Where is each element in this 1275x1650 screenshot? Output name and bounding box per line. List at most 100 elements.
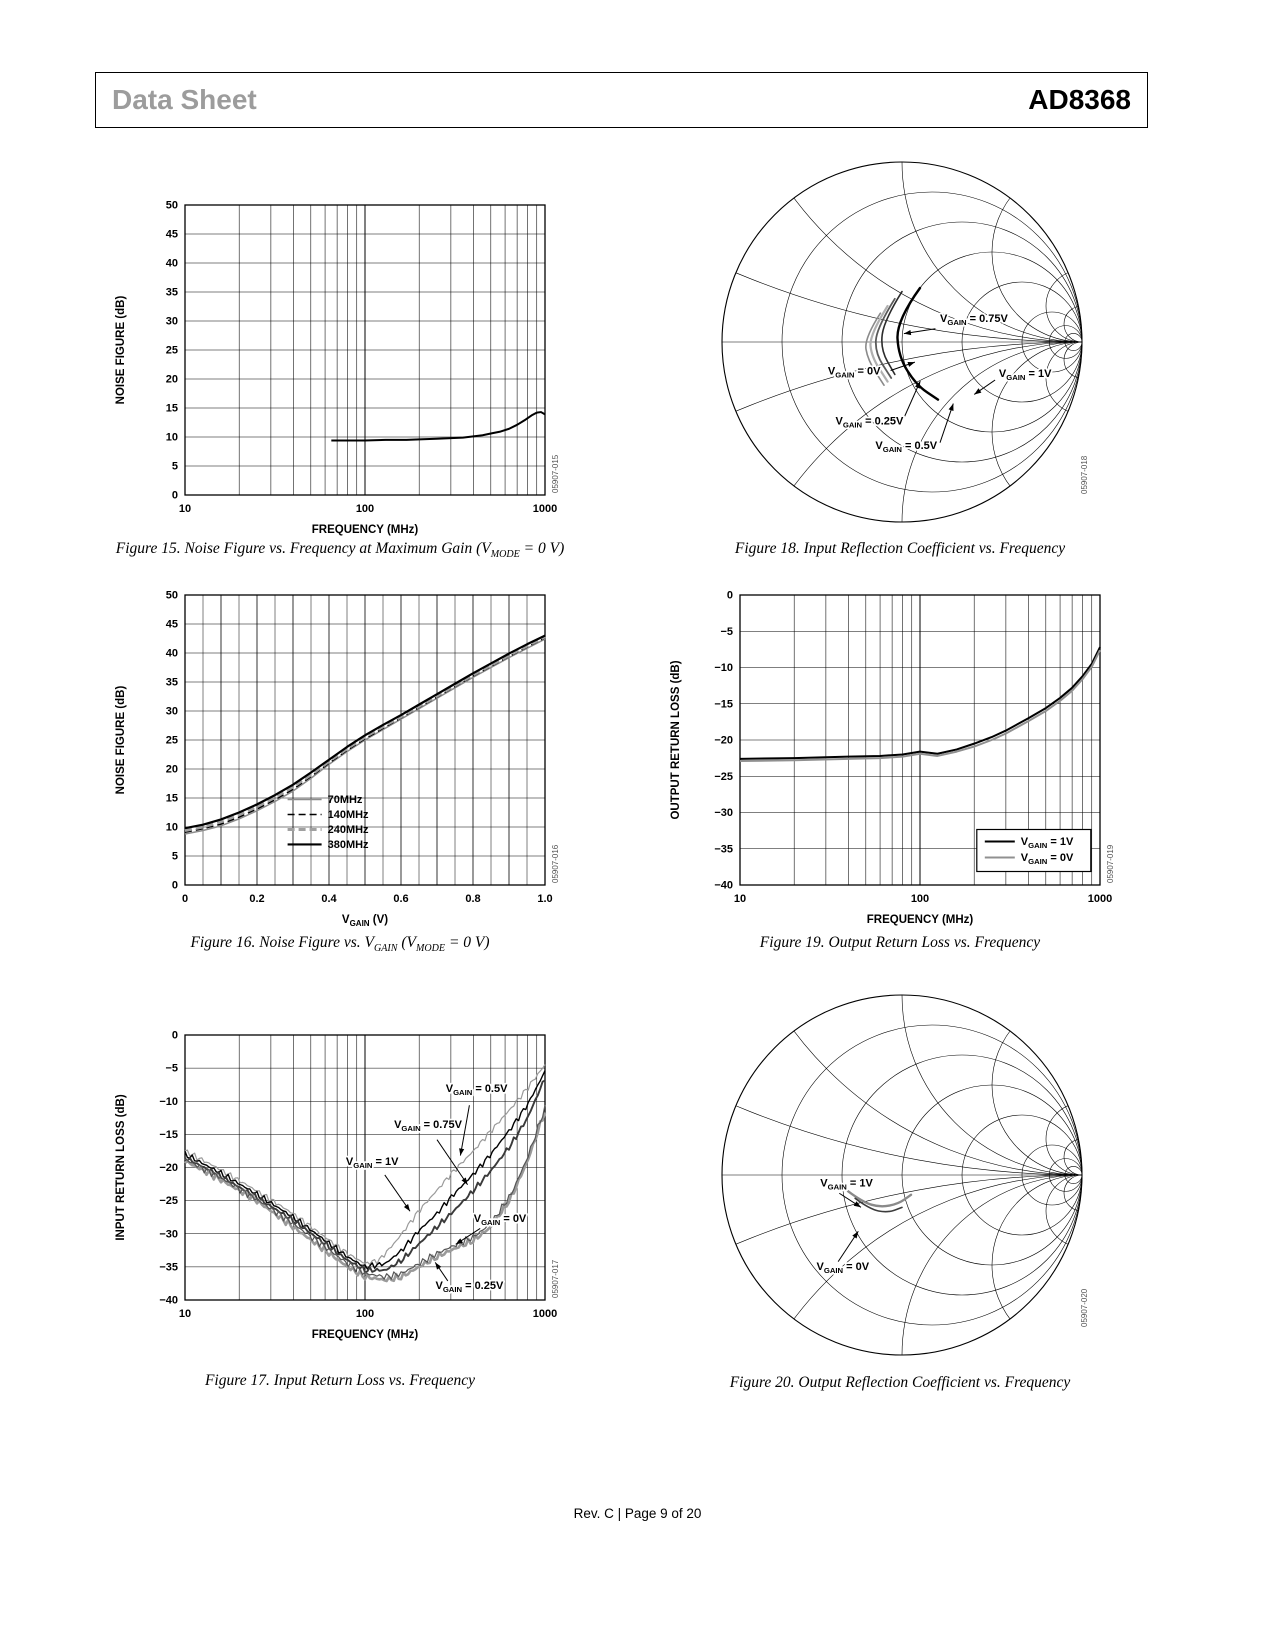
svg-text:35: 35 — [166, 677, 178, 689]
svg-text:100: 100 — [356, 503, 374, 515]
svg-text:10: 10 — [166, 432, 178, 444]
figure-17-caption: Figure 17. Input Return Loss vs. Frequen… — [204, 1372, 476, 1389]
svg-text:VGAIN = 1V: VGAIN = 1V — [820, 1177, 873, 1191]
svg-text:VGAIN = 0V: VGAIN = 0V — [474, 1213, 527, 1227]
svg-text:15: 15 — [166, 793, 178, 805]
fig19-plot: 10 100 1000 0 −5 −10 −15 −20 −25 −30 −35 −40 FREQUEN… — [670, 590, 1115, 927]
svg-text:20: 20 — [166, 764, 178, 776]
svg-text:NOISE FIGURE (dB): NOISE FIGURE (dB) — [115, 296, 127, 405]
svg-text:0: 0 — [172, 490, 178, 502]
svg-text:−5: −5 — [165, 1063, 178, 1075]
svg-text:10: 10 — [179, 1308, 191, 1320]
svg-text:05907-018: 05907-018 — [1080, 455, 1089, 494]
figure-15-caption: Figure 15. Noise Figure vs. Frequency at… — [115, 540, 565, 561]
figure-15-chart: 10 100 1000 50 45 40 35 30 25 20 15 10 5 0 FREQUENCY (… — [100, 196, 580, 552]
svg-text:1000: 1000 — [533, 1308, 557, 1320]
svg-text:VGAIN = 1V: VGAIN = 1V — [999, 368, 1052, 382]
svg-text:35: 35 — [166, 287, 178, 299]
svg-text:−20: −20 — [159, 1162, 178, 1174]
figure-16-chart: 0 0.2 0.4 0.6 0.8 1.0 50 45 40 35 30 25 20 15 10 5 0 VGAI… — [100, 586, 580, 942]
svg-text:−15: −15 — [714, 698, 733, 710]
figure-20-caption: Figure 20. Output Reflection Coefficient… — [729, 1374, 1071, 1391]
fig20-smith-chart: VGAIN = 1V VGAIN = 0V 05907-020 — [721, 994, 1089, 1356]
part-number: AD8368 — [1028, 84, 1131, 115]
figure-16-caption: Figure 16. Noise Figure vs. VGAIN (VMODE… — [190, 934, 490, 955]
svg-text:10: 10 — [166, 822, 178, 834]
fig16-plot: 0 0.2 0.4 0.6 0.8 1.050454035302520151050VGAI… — [115, 590, 560, 929]
svg-text:1000: 1000 — [533, 503, 557, 515]
svg-text:VGAIN = 0.25V: VGAIN = 0.25V — [836, 415, 905, 429]
svg-text:0.2: 0.2 — [249, 893, 264, 905]
svg-text:−20: −20 — [714, 735, 733, 747]
figure-18-chart: VGAIN = 0.75V VGAIN = 0V VGAIN = 1V VGAIN =… — [712, 152, 1092, 537]
svg-text:100: 100 — [911, 893, 929, 905]
figure-19-caption: Figure 19. Output Return Loss vs. Freque… — [759, 934, 1041, 951]
svg-text:70MHz: 70MHz — [328, 794, 363, 806]
svg-text:30: 30 — [166, 706, 178, 718]
svg-text:0.4: 0.4 — [321, 893, 337, 905]
svg-text:15: 15 — [166, 403, 178, 415]
svg-text:−35: −35 — [714, 843, 733, 855]
svg-text:VGAIN = 0.75V: VGAIN = 0.75V — [394, 1119, 463, 1133]
page-footer: Rev. C | Page 9 of 20 — [573, 1506, 702, 1521]
svg-text:1.0: 1.0 — [537, 893, 552, 905]
svg-text:FREQUENCY (MHz): FREQUENCY (MHz) — [867, 914, 974, 926]
figure-17-chart: 10 100 1000 0 −5 −10 −15 −20 −25 −30 −35 −40 FREQUEN… — [100, 1026, 580, 1357]
svg-text:05907-019: 05907-019 — [1106, 844, 1115, 883]
svg-text:−15: −15 — [159, 1129, 178, 1141]
svg-text:30: 30 — [166, 316, 178, 328]
svg-text:−40: −40 — [159, 1295, 178, 1307]
svg-text:−30: −30 — [159, 1228, 178, 1240]
svg-text:25: 25 — [166, 345, 178, 357]
svg-text:0.6: 0.6 — [393, 893, 408, 905]
svg-text:VGAIN = 1V: VGAIN = 1V — [346, 1156, 399, 1170]
svg-text:VGAIN = 0.5V: VGAIN = 0.5V — [875, 440, 937, 454]
svg-text:40: 40 — [166, 648, 178, 660]
svg-text:VGAIN (V): VGAIN (V) — [342, 914, 388, 928]
svg-text:0: 0 — [172, 1030, 178, 1042]
figure-18-caption: Figure 18. Input Reflection Coefficient … — [734, 540, 1066, 557]
svg-text:5: 5 — [172, 461, 178, 473]
svg-text:0.8: 0.8 — [465, 893, 480, 905]
svg-text:0: 0 — [182, 893, 188, 905]
svg-text:05907-015: 05907-015 — [551, 454, 560, 493]
svg-text:VGAIN = 0.75V: VGAIN = 0.75V — [940, 313, 1009, 327]
svg-text:−5: −5 — [720, 626, 733, 638]
svg-text:140MHz: 140MHz — [328, 809, 369, 821]
svg-text:1000: 1000 — [1088, 893, 1112, 905]
svg-text:−25: −25 — [714, 771, 733, 783]
svg-text:10: 10 — [734, 893, 746, 905]
svg-text:VGAIN = 1V: VGAIN = 1V — [1021, 836, 1074, 850]
header: Data Sheet AD8368 — [95, 72, 1148, 128]
svg-text:5: 5 — [172, 851, 178, 863]
svg-text:VGAIN = 0V: VGAIN = 0V — [1021, 852, 1074, 866]
svg-text:0: 0 — [727, 590, 733, 602]
svg-text:−10: −10 — [714, 662, 733, 674]
svg-text:25: 25 — [166, 735, 178, 747]
svg-text:0: 0 — [172, 880, 178, 892]
fig18-smith-chart: VGAIN = 0.75V VGAIN = 0V VGAIN = 1V VGAIN =… — [721, 161, 1089, 523]
svg-text:100: 100 — [356, 1308, 374, 1320]
svg-text:FREQUENCY (MHz): FREQUENCY (MHz) — [312, 1329, 419, 1341]
svg-text:−40: −40 — [714, 880, 733, 892]
svg-text:240MHz: 240MHz — [328, 824, 369, 836]
svg-text:−35: −35 — [159, 1261, 178, 1273]
svg-text:50: 50 — [166, 200, 178, 212]
svg-text:OUTPUT RETURN LOSS (dB): OUTPUT RETURN LOSS (dB) — [670, 660, 682, 819]
svg-text:10: 10 — [179, 503, 191, 515]
svg-text:20: 20 — [166, 374, 178, 386]
svg-text:45: 45 — [166, 619, 178, 631]
svg-text:VGAIN = 0.5V: VGAIN = 0.5V — [446, 1083, 508, 1097]
svg-text:380MHz: 380MHz — [328, 839, 369, 851]
svg-text:50: 50 — [166, 590, 178, 602]
svg-text:VGAIN = 0.25V: VGAIN = 0.25V — [435, 1280, 504, 1294]
svg-text:05907-017: 05907-017 — [551, 1259, 560, 1298]
svg-text:05907-020: 05907-020 — [1080, 1288, 1089, 1327]
doc-type-label: Data Sheet — [112, 84, 257, 115]
svg-text:FREQUENCY (MHz): FREQUENCY (MHz) — [312, 524, 419, 536]
figure-19-chart: 10 100 1000 0 −5 −10 −15 −20 −25 −30 −35 −40 FREQUEN… — [655, 586, 1135, 942]
svg-text:INPUT RETURN LOSS (dB): INPUT RETURN LOSS (dB) — [115, 1094, 127, 1240]
svg-text:05907-016: 05907-016 — [551, 844, 560, 883]
svg-text:45: 45 — [166, 229, 178, 241]
